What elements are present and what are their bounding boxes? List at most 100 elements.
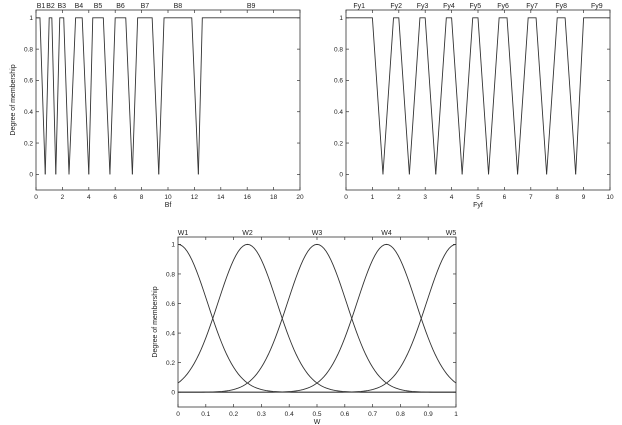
y-axis-label: Degree of membership <box>152 286 159 357</box>
membership-curve-fy8 <box>546 17 577 175</box>
x-axis-label: Fyf <box>473 202 483 209</box>
x-tick-label: 6 <box>503 194 507 201</box>
x-tick-label: 16 <box>244 194 252 201</box>
membership-curve-fy1 <box>346 17 384 175</box>
membership-curve-fy6 <box>488 17 519 175</box>
x-tick-label: 10 <box>164 194 172 201</box>
x-tick-label: 1 <box>371 194 375 201</box>
membership-curve-w4 <box>178 243 457 393</box>
y-tick-label: 0 <box>339 172 343 179</box>
membership-label-fy7: Fy7 <box>526 3 538 10</box>
y-tick-label: 0.8 <box>166 271 175 278</box>
membership-curve-w5 <box>178 243 457 393</box>
x-tick-label: 0.9 <box>424 411 433 418</box>
y-tick-label: 0.6 <box>24 78 33 85</box>
y-tick-label: 1 <box>339 15 343 22</box>
x-tick-label: 10 <box>606 194 614 201</box>
x-tick-label: 0.7 <box>368 411 377 418</box>
membership-label-w3: W3 <box>312 230 323 237</box>
x-tick-label: 12 <box>191 194 199 201</box>
x-axis-label: W <box>314 419 321 425</box>
membership-label-fy5: Fy5 <box>470 3 482 10</box>
y-tick-label: 0 <box>29 172 33 179</box>
x-tick-label: 0 <box>176 411 180 418</box>
y-tick-label: 0.2 <box>166 360 175 367</box>
membership-label-b5: B5 <box>94 3 103 10</box>
x-tick-label: 0.5 <box>312 411 321 418</box>
x-tick-label: 18 <box>270 194 278 201</box>
x-tick-label: 4 <box>87 194 91 201</box>
membership-curve-b4 <box>68 17 90 175</box>
membership-label-fy4: Fy4 <box>443 3 455 10</box>
x-tick-label: 5 <box>476 194 480 201</box>
membership-curve-fy2 <box>382 17 410 175</box>
y-tick-label: 0.4 <box>24 109 33 116</box>
membership-curve-b3 <box>55 17 70 175</box>
plot-area-frame <box>35 9 301 191</box>
x-tick-label: 2 <box>61 194 65 201</box>
membership-label-w1: W1 <box>178 230 189 237</box>
membership-curve-w2 <box>177 243 456 393</box>
x-tick-label: 4 <box>450 194 454 201</box>
chart-2: 0 1 2 3 4 5 6 7 8 9 10 0 0.2 0.4 0.6 0.8 1 Fyf Fy1 Fy2 Fy3 Fy… <box>334 3 614 209</box>
membership-curve-fy9 <box>575 17 610 175</box>
x-tick-label: 0.3 <box>257 411 266 418</box>
x-tick-label: 1 <box>454 411 458 418</box>
membership-label-fy9: Fy9 <box>591 3 603 10</box>
x-tick-label: 0.8 <box>396 411 405 418</box>
x-axis-label: Bf <box>165 202 172 209</box>
membership-label-b6: B6 <box>116 3 125 10</box>
chart-3: 0 0.1 0.2 0.3 0.4 0.5 0.6 0.7 0.8 0.9 1 0 0.2 0.4 0.6 0… <box>152 230 458 425</box>
y-tick-label: 0.6 <box>166 301 175 308</box>
membership-label-fy1: Fy1 <box>353 3 365 10</box>
membership-label-w5: W5 <box>446 230 457 237</box>
membership-label-w4: W4 <box>381 230 392 237</box>
membership-label-b7: B7 <box>141 3 150 10</box>
x-tick-label: 7 <box>529 194 533 201</box>
membership-curve-b5 <box>88 17 111 175</box>
membership-curve-b9 <box>197 17 300 175</box>
membership-label-fy8: Fy8 <box>555 3 567 10</box>
x-tick-label: 9 <box>582 194 586 201</box>
chart-1: 0 2 4 6 8 10 12 14 16 18 20 0 0.2 0.4 0.6 0.8 1 Bf Degree … <box>10 3 304 209</box>
membership-curve-fy7 <box>517 17 548 175</box>
membership-label-b8: B8 <box>174 3 183 10</box>
y-tick-label: 0.2 <box>24 140 33 147</box>
y-tick-label: 0 <box>171 390 175 397</box>
y-tick-label: 0.4 <box>166 330 175 337</box>
membership-label-w2: W2 <box>242 230 253 237</box>
membership-label-b4: B4 <box>75 3 84 10</box>
membership-label-b2: B2 <box>46 3 55 10</box>
membership-curve-fy4 <box>435 17 463 175</box>
membership-label-b9: B9 <box>247 3 256 10</box>
membership-curve-w3 <box>177 243 457 393</box>
membership-curve-b2 <box>44 17 57 175</box>
y-axis-label: Degree of membership <box>10 64 17 135</box>
x-tick-label: 0 <box>344 194 348 201</box>
y-tick-label: 1 <box>29 15 33 22</box>
membership-label-fy6: Fy6 <box>497 3 509 10</box>
membership-curve-b6 <box>109 17 133 175</box>
x-tick-label: 0.4 <box>285 411 294 418</box>
membership-curve-fy5 <box>461 17 490 175</box>
x-tick-label: 14 <box>217 194 225 201</box>
membership-label-fy2: Fy2 <box>390 3 402 10</box>
x-tick-label: 0 <box>34 194 38 201</box>
x-tick-label: 20 <box>296 194 304 201</box>
membership-label-b1: B1 <box>37 3 46 10</box>
x-tick-label: 2 <box>397 194 401 201</box>
x-tick-label: 0.6 <box>340 411 349 418</box>
y-tick-label: 0.8 <box>334 46 343 53</box>
x-tick-label: 0.1 <box>201 411 210 418</box>
membership-curve-w1 <box>177 243 456 393</box>
x-tick-label: 3 <box>423 194 427 201</box>
membership-label-fy3: Fy3 <box>417 3 429 10</box>
y-tick-label: 0.4 <box>334 109 343 116</box>
y-tick-label: 1 <box>171 242 175 249</box>
y-tick-label: 0.2 <box>334 140 343 147</box>
membership-curve-fy3 <box>408 17 437 175</box>
x-tick-label: 8 <box>140 194 144 201</box>
x-tick-label: 8 <box>555 194 559 201</box>
membership-label-b3: B3 <box>57 3 66 10</box>
